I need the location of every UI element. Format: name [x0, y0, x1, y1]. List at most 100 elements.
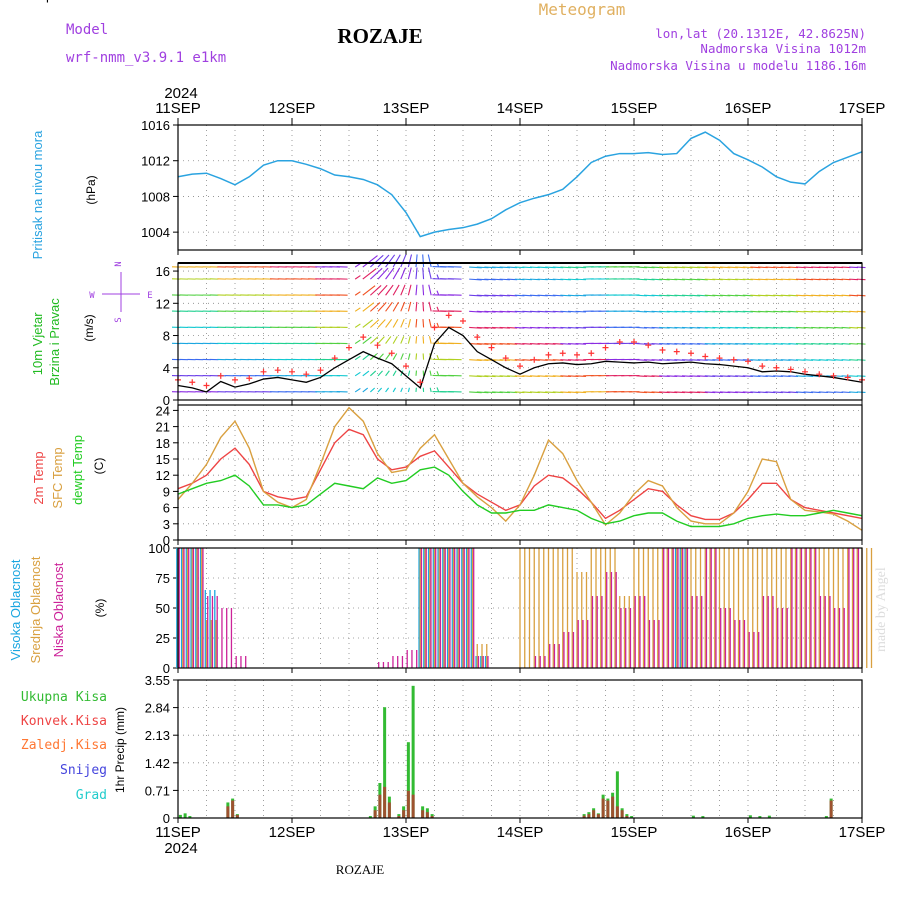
wind-arrow: [354, 339, 361, 345]
wind-arrow: [407, 267, 412, 280]
temperature-y-tick-label: 24: [156, 403, 170, 418]
wind-arrow: [849, 278, 859, 281]
wind-gust-marker: [274, 367, 281, 374]
legend-grad: Grad: [76, 788, 107, 803]
wind-arrow: [407, 254, 413, 268]
precip-total-bar: [368, 816, 372, 818]
wind-arrow: [415, 284, 418, 296]
precip-conv-bar: [425, 812, 429, 818]
precip-total-bar: [188, 816, 192, 818]
wind-axis-label: 10m Vjetar Brzina i Pravac: [30, 298, 62, 386]
precip-total-bar: [630, 816, 634, 818]
wind-arrow: [415, 319, 418, 328]
wind-arrow: [422, 254, 425, 268]
wind-arrow: [422, 336, 425, 344]
wind-arrow: [362, 319, 373, 328]
wind-gust-marker: [574, 351, 580, 358]
wind-gust-marker: [844, 374, 851, 381]
wind-gust-marker: [531, 356, 538, 363]
wind-y-tick-label: 16: [156, 264, 170, 279]
precip-conv-bar: [620, 810, 624, 818]
wind-arrow: [575, 375, 586, 378]
wind-gust-marker: [260, 368, 267, 375]
wind-gust-marker: [331, 355, 338, 362]
wind-arrow: [370, 254, 384, 268]
wind-arrow: [370, 285, 382, 296]
wind-arrow: [400, 353, 404, 360]
wind-arrow: [849, 375, 859, 377]
wind-arrow: [370, 302, 381, 312]
wind-arrow: [407, 353, 411, 360]
bottom-date-label: 13SEP: [383, 824, 430, 841]
wind-arrow: [362, 370, 370, 377]
wind-arrow: [415, 353, 418, 360]
wind-arrow: [385, 387, 390, 393]
wind-arrow: [407, 370, 411, 376]
compass-south: S: [114, 317, 124, 322]
wind-arrow: [575, 326, 586, 329]
wind-arrow: [392, 254, 401, 268]
high-cloud-axis-label: Visoka Oblacnost: [8, 559, 23, 660]
wind-gust-marker: [673, 348, 680, 355]
pressure-y-tick-label: 1008: [141, 189, 170, 204]
compass-north: N: [114, 261, 124, 266]
model-elevation-label: Nadmorska Visina u modelu 1186.16m: [610, 58, 866, 73]
wind-arrow: [370, 267, 383, 280]
bottom-date-label: 14SEP: [497, 824, 544, 841]
precip-conv-bar: [231, 800, 235, 818]
wind-arrow: [422, 319, 425, 328]
precip-conv-bar: [592, 810, 596, 818]
precip-conv-bar: [383, 786, 387, 818]
wind-arrow: [362, 285, 376, 296]
wind-arrow: [856, 343, 866, 345]
wind-arrow: [841, 294, 851, 297]
wind-arrow: [422, 267, 425, 280]
precip-conv-bar: [387, 802, 391, 818]
precipitation-y-tick-label: 1.42: [145, 756, 170, 771]
precip-total-bar: [748, 815, 752, 818]
wind-arrow: [377, 336, 385, 344]
wind-gust-marker: [645, 342, 652, 349]
precip-total-bar: [183, 813, 187, 818]
wind-gust-marker: [802, 368, 808, 375]
wind-arrow: [354, 387, 361, 393]
lonlat-label: lon,lat (20.1312E, 42.8625N): [655, 26, 866, 41]
precip-conv-bar: [235, 814, 239, 818]
wind-arrow: [841, 359, 851, 361]
wind-gust-marker: [289, 368, 295, 375]
pressure-frame: [177, 124, 863, 251]
wind-gust-marker: [203, 382, 210, 389]
station-title: ROZAJE: [337, 24, 422, 48]
wind-gust-marker: [517, 363, 523, 370]
wind-arrow: [422, 284, 425, 296]
bottom-date-label: 16SEP: [725, 824, 772, 841]
precip-conv-bar: [611, 796, 615, 818]
wind-arrow: [849, 326, 859, 329]
precip-total-bar: [615, 771, 619, 818]
wind-gust-marker: [246, 375, 253, 382]
precip-legend: Ukupna Kisa Konvek.Kisa Zaledj.Kisa Snij…: [21, 690, 107, 803]
wind-arrow: [841, 266, 851, 269]
wind-arrow: [362, 336, 372, 345]
cloud-y-tick-label: 75: [156, 571, 170, 586]
precip-conv-bar: [596, 814, 600, 818]
legend-ukupna-kisa: Ukupna Kisa: [21, 690, 107, 705]
temperature-y-tick-label: 3: [163, 517, 170, 532]
wind-gust-marker: [773, 364, 780, 371]
temp2m-axis-label: 2m Temp: [31, 451, 46, 504]
top-date-label: 11SEP: [155, 100, 201, 117]
wind-arrow: [354, 323, 361, 328]
temp-line-2: [177, 466, 863, 528]
wind-y-tick-label: 4: [163, 361, 170, 376]
precipitation-y-tick-label: 0: [163, 811, 170, 826]
wind-arrow: [377, 319, 386, 328]
wind-arrow: [849, 359, 859, 361]
wind-y-tick-label: 0: [163, 393, 170, 408]
wind-arrow: [849, 343, 859, 345]
bottom-year-label: 2024: [164, 840, 197, 857]
temperature-y-tick-label: 0: [163, 533, 170, 548]
wind-arrow: [407, 336, 411, 344]
wind-gust-marker: [460, 318, 466, 325]
wind-arrow: [407, 387, 410, 393]
